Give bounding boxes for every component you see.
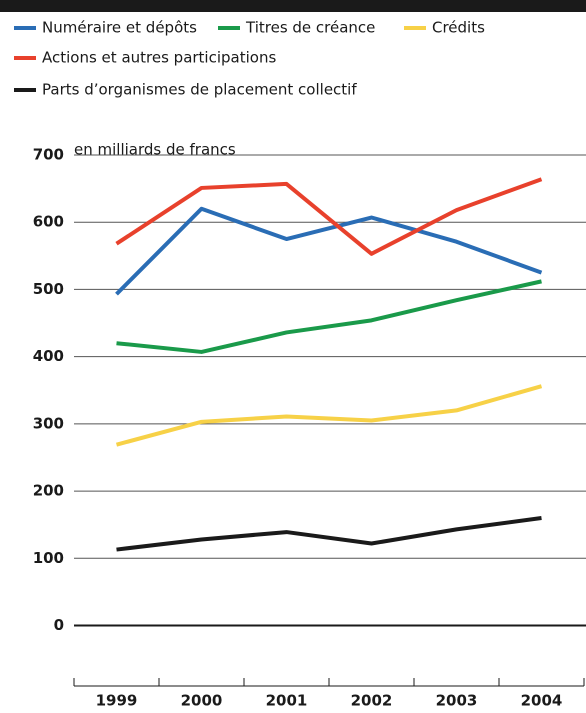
series-line (116, 515, 542, 552)
y-tick-label: 500 (33, 280, 64, 298)
y-tick-label: 100 (33, 549, 64, 567)
legend-label: Parts d’organismes de placement collecti… (42, 81, 357, 99)
series-line (115, 384, 543, 447)
top-bar (0, 0, 586, 12)
x-tick-label: 2001 (266, 692, 308, 710)
legend-label: Titres de créance (245, 19, 375, 37)
x-tick-label: 2000 (181, 692, 223, 710)
y-tick-label: 600 (33, 213, 64, 231)
series-line (115, 206, 543, 296)
x-tick-label: 2004 (521, 692, 563, 710)
legend-label: Actions et autres participations (42, 49, 276, 67)
legend-label: Crédits (432, 19, 485, 37)
y-tick-label: 200 (33, 482, 64, 500)
series-line (116, 279, 542, 354)
x-tick-label: 2003 (436, 692, 478, 710)
x-tick-label: 2002 (351, 692, 393, 710)
y-tick-label: 300 (33, 414, 64, 432)
series-line (115, 177, 543, 256)
x-tick-label: 1999 (96, 692, 138, 710)
legend-label: Numéraire et dépôts (42, 19, 197, 37)
y-tick-label: 700 (33, 146, 64, 164)
y-axis-label: en milliards de francs (74, 141, 236, 159)
y-tick-label: 0 (54, 616, 64, 634)
y-tick-label: 400 (33, 347, 64, 365)
